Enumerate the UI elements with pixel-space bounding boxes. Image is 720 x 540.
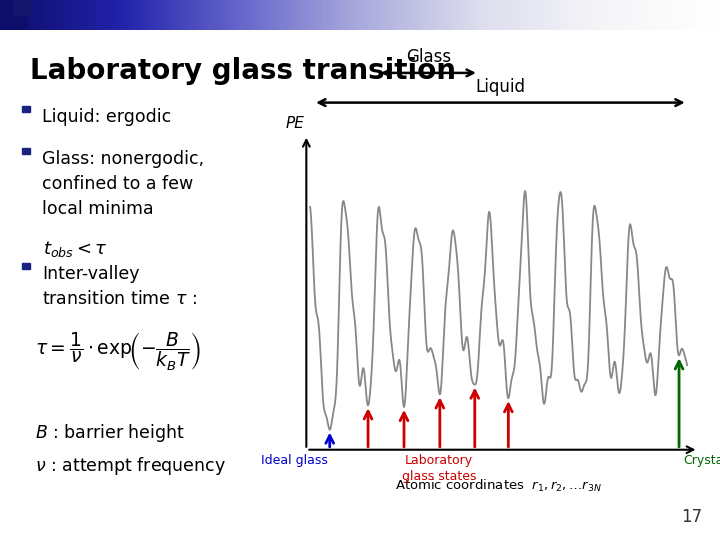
Text: Laboratory glass transition: Laboratory glass transition bbox=[30, 57, 456, 85]
Text: Laboratory
glass states: Laboratory glass states bbox=[402, 454, 476, 483]
Text: Glass: nonergodic,
confined to a few
local minima: Glass: nonergodic, confined to a few loc… bbox=[42, 150, 204, 218]
Text: Inter-valley
transition time $\tau$ :: Inter-valley transition time $\tau$ : bbox=[42, 265, 197, 308]
Text: $\tau = \dfrac{1}{\nu} \cdot \mathrm{exp}\!\left(-\dfrac{B}{k_B T}\right)$: $\tau = \dfrac{1}{\nu} \cdot \mathrm{exp… bbox=[35, 330, 201, 373]
Bar bbox=[13, 0, 31, 15]
Text: Glass: Glass bbox=[406, 49, 451, 66]
Bar bbox=[22, 263, 30, 269]
Bar bbox=[22, 106, 30, 112]
Text: $t_{obs} < \tau$: $t_{obs} < \tau$ bbox=[43, 239, 108, 259]
Text: Liquid: ergodic: Liquid: ergodic bbox=[42, 108, 171, 126]
Text: PE: PE bbox=[286, 116, 305, 131]
Bar bbox=[22, 148, 30, 154]
Text: Ideal glass: Ideal glass bbox=[261, 454, 328, 467]
Text: Atomic coordinates  $r_1, r_2, \ldots r_{3N}$: Atomic coordinates $r_1, r_2, \ldots r_{… bbox=[395, 478, 602, 494]
Text: Liquid: Liquid bbox=[475, 78, 526, 96]
Bar bbox=[0, 0, 27, 30]
Text: Crystal: Crystal bbox=[683, 454, 720, 467]
Text: $B$ : barrier height
$\nu$ : attempt frequency: $B$ : barrier height $\nu$ : attempt fre… bbox=[35, 422, 225, 477]
Text: 17: 17 bbox=[681, 509, 702, 526]
